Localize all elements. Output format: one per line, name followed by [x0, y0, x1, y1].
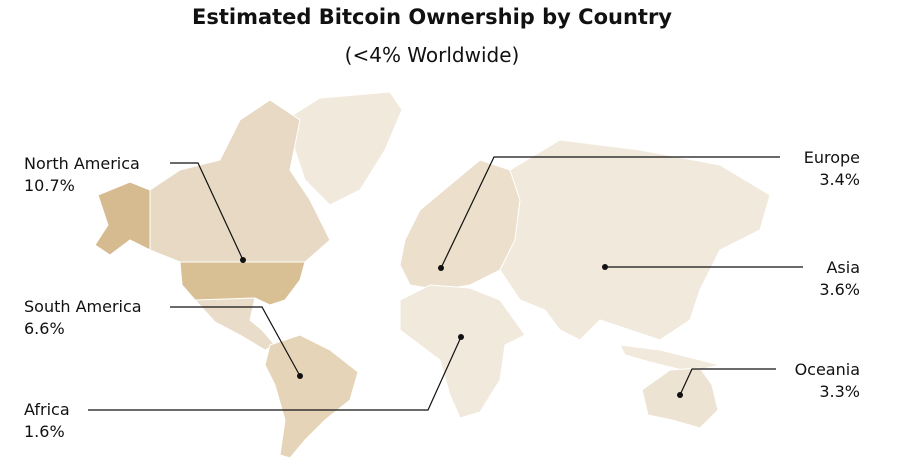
marker — [677, 392, 683, 398]
region-name: North America — [24, 154, 140, 173]
region-value: 1.6% — [24, 422, 65, 441]
leader-line — [170, 306, 301, 377]
title: Estimated Bitcoin Ownership by Country — [192, 5, 672, 29]
marker — [240, 257, 246, 263]
region-name: Africa — [24, 400, 70, 419]
region-name: Oceania — [795, 360, 860, 379]
labels: North America 10.7% South America 6.6% A… — [24, 148, 860, 441]
landmass — [284, 91, 403, 206]
marker — [602, 264, 608, 270]
landmass — [193, 297, 276, 351]
landmass — [264, 334, 359, 459]
subtitle: (<4% Worldwide) — [345, 43, 520, 67]
marker — [297, 373, 303, 379]
marker — [438, 265, 444, 271]
region-name: Europe — [804, 148, 860, 167]
landmass — [619, 344, 721, 373]
world-map — [94, 91, 771, 459]
region-value: 3.4% — [819, 170, 860, 189]
landmass — [179, 261, 306, 306]
leader-line — [170, 162, 244, 261]
landmass — [94, 181, 151, 256]
leader-line — [440, 156, 780, 269]
leader-line — [679, 368, 776, 396]
region-name: Asia — [826, 258, 860, 277]
landmass — [399, 284, 526, 419]
landmass — [499, 139, 771, 341]
region-value: 3.6% — [819, 280, 860, 299]
leader-line — [88, 336, 462, 411]
region-name: South America — [24, 297, 142, 316]
region-value: 10.7% — [24, 176, 75, 195]
marker — [458, 334, 464, 340]
region-value: 6.6% — [24, 319, 65, 338]
region-value: 3.3% — [819, 382, 860, 401]
leader-lines — [88, 156, 803, 411]
